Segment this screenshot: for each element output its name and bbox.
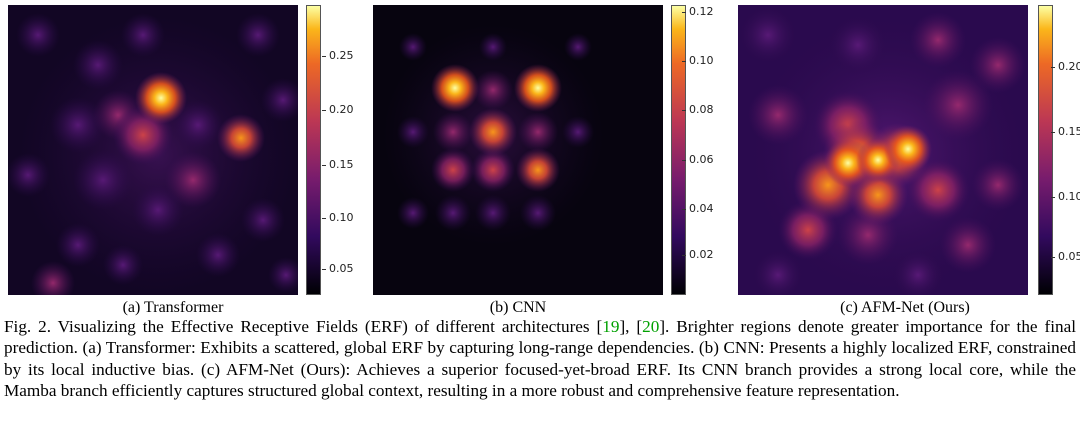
figure-label: Fig. 2. — [4, 317, 52, 336]
colorbar-tick: 0.25 — [322, 49, 354, 62]
subcaption-transformer: (a) Transformer — [122, 299, 224, 316]
colorbar-tick: 0.04 — [682, 202, 714, 215]
caption-body: . Brighter regions denote greater import… — [4, 317, 1076, 400]
colorbar-tick: 0.02 — [682, 248, 714, 261]
colorbar-afmnet — [1038, 5, 1053, 295]
colorbar-tick: 0.10 — [682, 54, 714, 67]
colorbar-tick: 0.10 — [1051, 190, 1080, 203]
colorbar-tick: 0.20 — [322, 103, 354, 116]
colorbar-tick: 0.15 — [322, 158, 354, 171]
colorbar-transformer — [306, 5, 321, 295]
colorbar-tick: 0.06 — [682, 153, 714, 166]
colorbar-tick: 0.12 — [682, 5, 714, 18]
subcaption-afmnet: (c) AFM-Net (Ours) — [840, 299, 970, 316]
colorbar-cnn — [671, 5, 686, 295]
colorbar-tick: 0.15 — [1051, 125, 1080, 138]
subcaption-cnn: (b) CNN — [489, 299, 547, 316]
caption-intro: Visualizing the Effective Receptive Fiel… — [57, 317, 590, 336]
erf-heatmap-cnn — [373, 5, 663, 295]
colorbar-tick: 0.05 — [1051, 250, 1080, 263]
erf-heatmap-afmnet — [738, 5, 1028, 295]
citation-link[interactable]: 19 — [602, 317, 620, 336]
colorbar-tick: 0.08 — [682, 103, 714, 116]
figure-caption: Fig. 2. Visualizing the Effective Recept… — [4, 317, 1076, 400]
erf-heatmap-transformer — [8, 5, 298, 295]
citation-link[interactable]: 20 — [642, 317, 660, 336]
colorbar-tick: 0.05 — [322, 262, 354, 275]
colorbar-tick: 0.20 — [1051, 60, 1080, 73]
colorbar-tick: 0.10 — [322, 211, 354, 224]
